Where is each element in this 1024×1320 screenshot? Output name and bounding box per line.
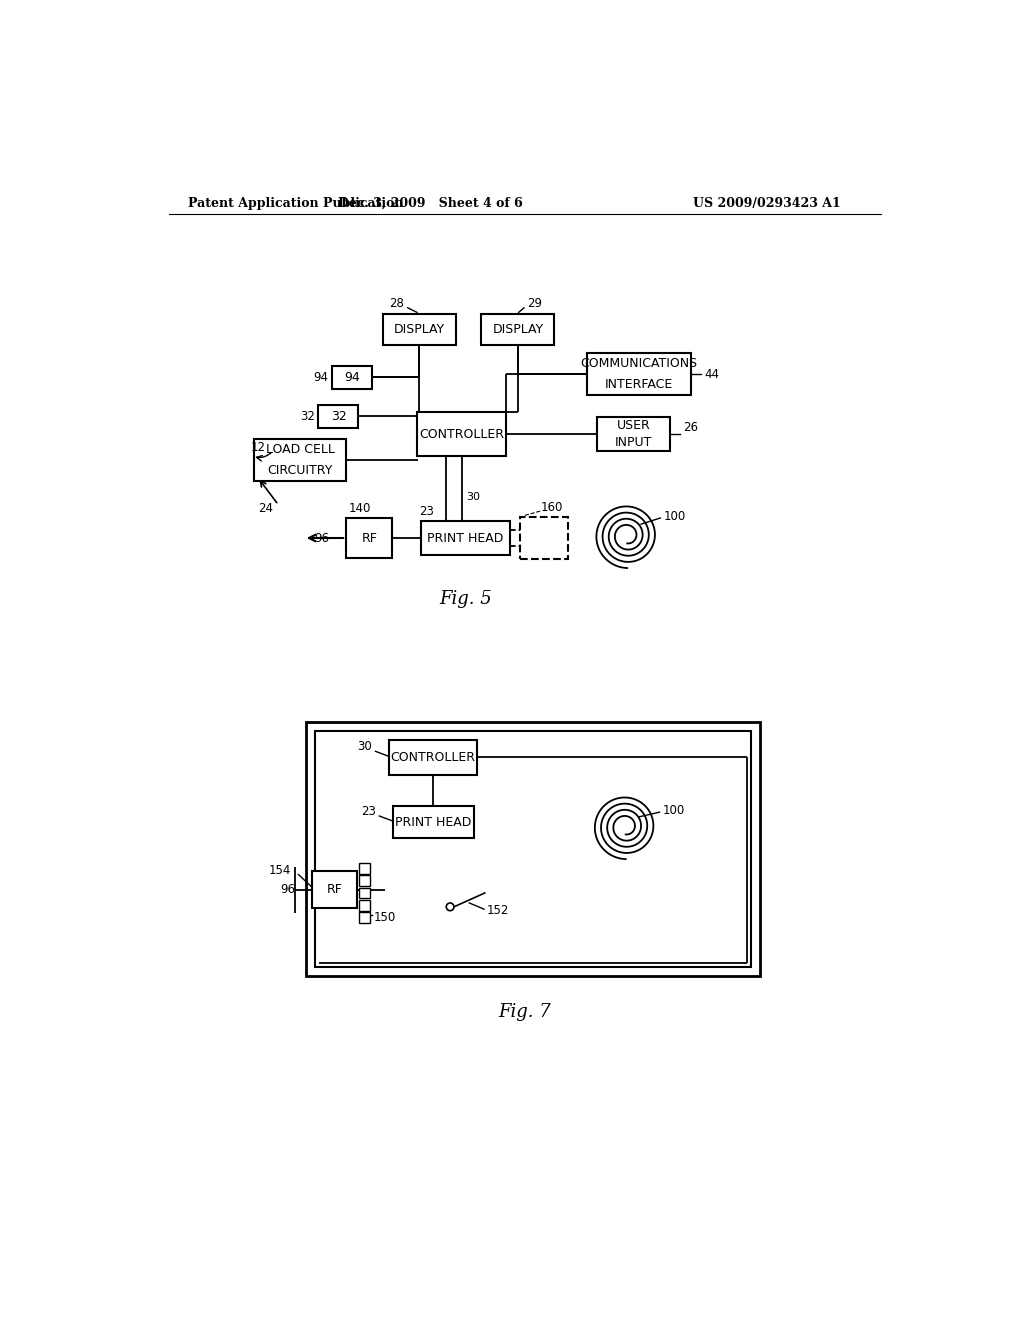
Text: 24: 24 <box>258 502 273 515</box>
Text: Dec. 3, 2009   Sheet 4 of 6: Dec. 3, 2009 Sheet 4 of 6 <box>339 197 523 210</box>
FancyBboxPatch shape <box>418 412 506 457</box>
Text: COMMUNICATIONS: COMMUNICATIONS <box>581 356 697 370</box>
Text: DISPLAY: DISPLAY <box>394 323 444 335</box>
FancyBboxPatch shape <box>254 440 346 482</box>
Text: 94: 94 <box>313 371 329 384</box>
FancyBboxPatch shape <box>383 314 456 345</box>
FancyBboxPatch shape <box>597 417 670 451</box>
Text: 28: 28 <box>389 297 403 310</box>
Text: 30: 30 <box>357 741 373 754</box>
FancyBboxPatch shape <box>333 366 373 388</box>
FancyBboxPatch shape <box>318 405 358 428</box>
Text: DISPLAY: DISPLAY <box>493 323 544 335</box>
FancyBboxPatch shape <box>359 863 370 874</box>
Text: CONTROLLER: CONTROLLER <box>419 428 504 441</box>
Text: Fig. 7: Fig. 7 <box>499 1003 551 1020</box>
Text: 29: 29 <box>527 297 542 310</box>
Text: RF: RF <box>327 883 343 896</box>
Text: 100: 100 <box>663 804 685 817</box>
Text: INPUT: INPUT <box>614 436 652 449</box>
Text: PRINT HEAD: PRINT HEAD <box>427 532 504 545</box>
FancyBboxPatch shape <box>306 722 761 977</box>
Text: 32: 32 <box>331 409 346 422</box>
FancyBboxPatch shape <box>359 875 370 886</box>
FancyBboxPatch shape <box>359 900 370 911</box>
Text: 96: 96 <box>281 883 295 896</box>
Text: USER: USER <box>616 418 650 432</box>
Text: Fig. 5: Fig. 5 <box>439 590 492 607</box>
FancyBboxPatch shape <box>312 871 357 908</box>
Text: 26: 26 <box>683 421 698 434</box>
Text: Patent Application Publication: Patent Application Publication <box>188 197 403 210</box>
FancyBboxPatch shape <box>359 887 370 899</box>
Text: 100: 100 <box>665 510 686 523</box>
Text: 23: 23 <box>361 805 376 818</box>
FancyBboxPatch shape <box>346 517 392 558</box>
Text: US 2009/0293423 A1: US 2009/0293423 A1 <box>692 197 841 210</box>
Text: LOAD CELL: LOAD CELL <box>265 444 335 457</box>
Text: 150: 150 <box>374 911 396 924</box>
FancyBboxPatch shape <box>315 731 752 966</box>
Text: RF: RF <box>361 532 377 545</box>
Text: 94: 94 <box>344 371 360 384</box>
FancyBboxPatch shape <box>481 314 554 345</box>
Text: 152: 152 <box>487 904 510 917</box>
Text: CONTROLLER: CONTROLLER <box>391 751 476 764</box>
Text: 30: 30 <box>466 492 480 502</box>
FancyBboxPatch shape <box>587 352 691 395</box>
Text: 23: 23 <box>419 506 434 519</box>
Text: 32: 32 <box>300 409 314 422</box>
FancyBboxPatch shape <box>520 517 568 560</box>
FancyBboxPatch shape <box>359 912 370 923</box>
Text: CIRCUITRY: CIRCUITRY <box>267 465 333 478</box>
Text: PRINT HEAD: PRINT HEAD <box>395 816 471 829</box>
Text: 44: 44 <box>705 367 719 380</box>
Text: INTERFACE: INTERFACE <box>604 378 673 391</box>
FancyBboxPatch shape <box>389 741 477 775</box>
Text: 160: 160 <box>541 502 562 515</box>
Text: 140: 140 <box>348 502 371 515</box>
FancyBboxPatch shape <box>421 520 510 556</box>
FancyBboxPatch shape <box>393 807 473 838</box>
Text: 12: 12 <box>250 441 265 454</box>
Text: 154: 154 <box>268 865 291 878</box>
Text: 96: 96 <box>314 532 330 545</box>
